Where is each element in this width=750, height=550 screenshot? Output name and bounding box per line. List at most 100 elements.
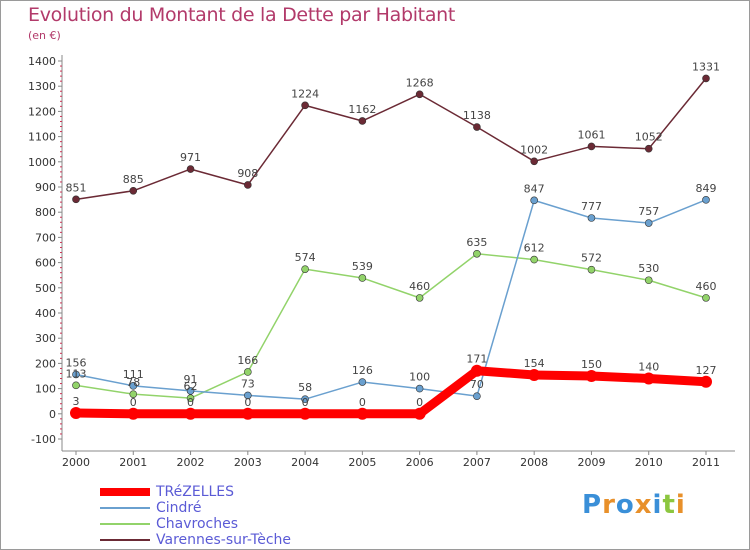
x-tick-label: 2003 <box>234 456 262 469</box>
data-label: 908 <box>237 167 258 180</box>
x-tick-label: 2001 <box>119 456 147 469</box>
legend-label: Chavroches <box>156 516 239 532</box>
data-point <box>587 265 596 274</box>
data-point <box>644 219 653 227</box>
y-tick-label: 900 <box>35 181 56 194</box>
data-label: 574 <box>295 251 316 264</box>
data-label: 1138 <box>463 109 491 122</box>
data-label: 156 <box>66 356 87 369</box>
legend-swatch <box>100 523 150 525</box>
data-label: 1052 <box>635 131 663 144</box>
data-point <box>129 382 138 390</box>
x-tick-label: 2007 <box>463 456 491 469</box>
y-tick-label: 400 <box>35 307 56 320</box>
data-point <box>585 370 598 382</box>
data-point <box>70 407 82 420</box>
data-point <box>358 274 367 282</box>
data-label: 635 <box>466 236 487 249</box>
data-label: 62 <box>184 380 198 393</box>
y-tick-label: 800 <box>35 206 56 219</box>
data-point <box>700 375 712 388</box>
y-tick-label: 1300 <box>28 80 56 93</box>
data-point <box>301 265 309 273</box>
data-point <box>72 370 80 379</box>
y-tick-label: 600 <box>35 257 56 270</box>
data-label: 0 <box>416 396 423 409</box>
y-tick-label: 1200 <box>28 105 56 118</box>
data-point <box>244 181 252 189</box>
data-point <box>358 117 367 125</box>
data-label: 73 <box>241 377 255 390</box>
data-label: 612 <box>524 242 545 255</box>
data-point <box>72 195 80 204</box>
y-tick-label: 500 <box>35 282 56 295</box>
data-point <box>644 276 653 285</box>
data-point <box>587 214 596 222</box>
data-label: 849 <box>696 182 717 195</box>
logo-letter: t <box>662 490 676 520</box>
data-label: 140 <box>638 361 659 374</box>
logo-letter: i <box>675 490 686 520</box>
data-point <box>530 196 538 205</box>
data-label: 3 <box>73 395 80 408</box>
data-point <box>702 196 710 204</box>
logo-letter: r <box>602 490 616 520</box>
data-label: 127 <box>696 364 717 377</box>
legend-swatch <box>100 488 150 496</box>
data-label: 851 <box>66 181 87 194</box>
data-label: 150 <box>581 358 602 371</box>
data-label: 847 <box>524 182 545 195</box>
y-tick-label: 1000 <box>28 156 56 169</box>
data-point <box>644 144 653 153</box>
data-label: 885 <box>123 173 144 186</box>
data-point <box>358 378 367 386</box>
legend-swatch <box>100 539 150 541</box>
data-label: 171 <box>466 353 487 366</box>
data-label: 757 <box>638 205 659 218</box>
data-point <box>72 381 80 390</box>
x-tick-label: 2009 <box>577 456 605 469</box>
x-tick-label: 2008 <box>520 456 548 469</box>
y-tick-label: 700 <box>35 231 56 244</box>
data-point <box>244 368 252 376</box>
data-point <box>702 294 710 302</box>
x-tick-label: 2011 <box>692 456 720 469</box>
data-point <box>587 142 596 151</box>
data-point <box>241 407 254 420</box>
data-point <box>299 407 312 420</box>
data-label: 460 <box>696 280 717 293</box>
data-label: 113 <box>66 367 87 380</box>
data-label: 154 <box>524 357 545 370</box>
logo-letter: x <box>634 490 653 520</box>
data-label: 0 <box>130 396 137 409</box>
data-point <box>129 390 138 398</box>
legend-label: Varennes-sur-Tèche <box>156 532 292 548</box>
data-label: 1061 <box>577 128 605 141</box>
x-tick-label: 2010 <box>635 456 663 469</box>
data-label: 1002 <box>520 143 548 156</box>
data-point <box>186 394 195 402</box>
data-label: 0 <box>187 396 194 409</box>
data-point <box>415 90 424 99</box>
data-point <box>127 407 140 420</box>
logo-letter: o <box>615 490 635 520</box>
y-tick-label: 200 <box>35 357 56 370</box>
logo-letter: P <box>582 490 603 520</box>
y-tick-label: 0 <box>49 408 56 421</box>
series-line-Varennes-sur-Tèche <box>75 77 707 201</box>
data-point <box>415 294 424 302</box>
data-point <box>129 186 138 195</box>
data-label: 0 <box>302 396 309 409</box>
data-label: 0 <box>244 396 251 409</box>
series-line-TRéZELLES <box>71 366 711 419</box>
data-point <box>473 392 481 400</box>
data-point <box>184 407 197 420</box>
x-tick-label: 2006 <box>406 456 434 469</box>
data-point <box>301 101 309 110</box>
x-tick-label: 2002 <box>177 456 205 469</box>
data-label: 91 <box>184 373 198 386</box>
chart-title: Evolution du Montant de la Dette par Hab… <box>28 4 456 26</box>
data-point <box>186 387 195 395</box>
